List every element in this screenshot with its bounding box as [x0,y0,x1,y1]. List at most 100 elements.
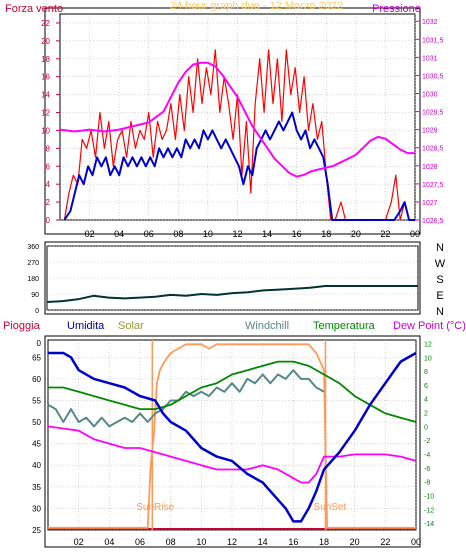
pressure-tick-label: 1030 [422,92,438,99]
hour-tick-label: 08 [173,229,183,239]
wind-tick-label: 14 [41,91,50,100]
humidity-tick-labels: 0 25 30 35 40 45 50 55 60 65 [32,339,41,535]
humidity-tick-label: 40 [32,461,41,470]
hour-tick-label: 00 [410,229,420,239]
wind-line [63,111,415,221]
temperature-tick-labels: 12 10 8 6 4 2 0 -2 -4 -6 -8 -10 -12 -14 [424,341,434,528]
direction-tick-label: 360 [27,244,39,251]
pressure-tick-label: 1028 [422,164,438,171]
humidity-tick-label: 55 [32,396,41,405]
direction-tick-label: 90 [31,292,39,299]
hour-tick-label: 14 [262,229,272,239]
solar-line [48,343,416,529]
humidity-tick-label: 30 [32,504,41,513]
temperature-tick-label: -8 [424,480,430,487]
hour-tick-labels: 02 04 06 08 10 12 14 16 18 20 22 00 [85,229,420,239]
pressure-tick-label: 1026,5 [422,218,444,225]
temp-hour-tick-labels: 02 04 06 08 10 12 14 16 18 20 22 00 [74,537,421,547]
compass-label: N [436,306,444,318]
pressure-tick-label: 1027 [422,200,438,207]
humidity-tick-label: 50 [32,418,41,427]
temp-grid [48,340,417,531]
hour-tick-label: 02 [85,229,95,239]
temperature-humidity-chart: Pioggia Umidita Solar Windchill Temperat… [3,320,466,548]
windchill-line [47,369,325,428]
hour-tick-label: 22 [380,229,390,239]
wind-tick-label: 0 [46,216,51,225]
wind-tick-label: 6 [46,162,51,171]
direction-grid [47,245,418,311]
pressure-line [59,61,415,178]
temperature-tick-label: 10 [424,355,432,362]
pressure-tick-label: 1030,5 [422,73,444,80]
temperature-tick-label: 12 [424,341,432,348]
temp-plot-area [47,339,417,531]
compass-label: N [436,242,444,254]
wind-tick-label: 16 [41,73,50,82]
dewpoint-line [47,425,417,484]
hour-tick-label: 20 [351,229,361,239]
pressure-tick-label: 1027,5 [422,182,444,189]
humidity-tick-label: 25 [32,526,41,535]
temperature-tick-label: -14 [424,521,434,528]
temp-hour-tick-label: 20 [350,537,360,547]
wind-tick-label: 20 [41,37,50,46]
temp-hour-tick-label: 22 [380,537,390,547]
wind-pressure-series [59,49,415,221]
rain-label: Pioggia [3,320,41,332]
direction-tick-label: 180 [27,276,39,283]
temperature-tick-label: -2 [424,438,430,445]
temperature-tick-label: 8 [424,369,428,376]
wind-tick-label: 8 [46,144,51,153]
temp-series [47,343,417,529]
wind-tick-label: 2 [46,198,51,207]
humidity-tick-label: 45 [32,440,41,449]
compass-label: W [435,258,446,270]
sunset-annotation: SunSet [314,502,347,513]
direction-series [46,285,418,303]
wind-tick-label: 4 [46,180,51,189]
compass-label: E [436,290,443,302]
temp-hour-tick-label: 04 [104,537,114,547]
temperature-tick-label: -10 [424,493,434,500]
pressure-tick-label: 1028,5 [422,146,444,153]
temp-hour-tick-label: 08 [166,537,176,547]
temperature-label: Temperatura [313,320,376,332]
temperature-tick-label: -12 [424,507,434,514]
direction-tick-label: 0 [35,308,39,315]
temperature-tick-label: -6 [424,466,430,473]
humidity-tick-label: 65 [32,353,41,362]
hour-tick-label: 12 [232,229,242,239]
pressure-tick-label: 1029,5 [422,110,444,117]
temperature-tick-label: -4 [424,452,430,459]
wind-tick-label: 18 [41,55,50,64]
wind-direction-line [46,285,418,303]
wind-tick-label: 22 [41,19,50,28]
temperature-line [48,360,417,423]
windchill-label: Windchill [245,320,289,332]
compass-label: S [436,274,443,286]
wind-tick-label: 12 [41,109,50,118]
humidity-tick-label: 35 [32,483,41,492]
pressure-tick-label: 1032 [422,19,438,26]
temp-hour-tick-label: 06 [135,537,145,547]
humidity-tick-label: 60 [32,375,41,384]
hour-tick-label: 18 [321,229,331,239]
temp-hour-tick-label: 02 [74,537,84,547]
pressure-tick-labels: 1026,5 1027 1027,5 1028 1028,5 1029 1029,5 1030… [415,19,444,225]
direction-tick-labels: 360 270 180 90 0 [27,244,39,315]
pressure-tick-label: 1029 [422,128,438,135]
temp-hour-tick-label: 00 [411,537,421,547]
chart-title: 24 hour graph due - 12 Marzo 2022 [170,0,343,12]
wind-pressure-chart: Forza vento 24 hour graph due - 12 Marzo… [5,0,444,239]
temp-hour-tick-label: 16 [288,537,298,547]
hour-tick-label: 10 [203,229,213,239]
temp-hour-tick-label: 18 [319,537,329,547]
hour-tick-label: 06 [144,229,154,239]
dewpoint-label: Dew Point (°C) [393,320,466,332]
humidity-label: Umidita [67,320,105,332]
direction-tick-label: 270 [27,260,39,267]
